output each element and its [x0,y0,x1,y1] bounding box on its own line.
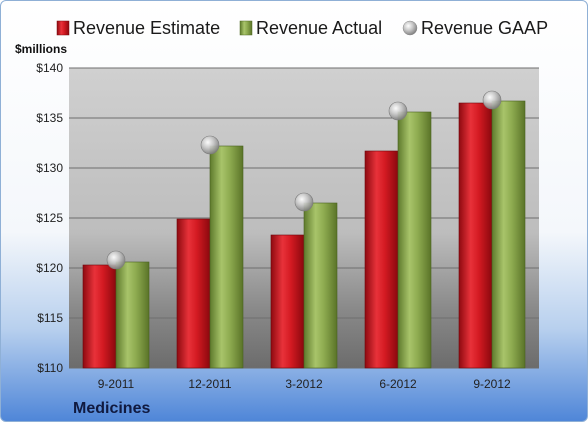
y-tick-label: $130 [36,161,63,175]
bar-actual-3-2012 [303,202,338,369]
legend-label-gaap: Revenue GAAP [421,18,548,38]
bar-actual-9-2012 [491,100,526,369]
bar-actual-6-2012 [397,111,432,369]
legend-marker-gaap [402,20,418,36]
bar-estimate-9-2011 [82,264,117,369]
marker-gaap-9-2011 [106,250,126,270]
legend: Revenue Estimate Revenue Actual Revenue … [56,18,548,38]
gaap-markers [106,90,502,270]
x-tick-label: 9-2011 [98,377,135,391]
legend-label-estimate: Revenue Estimate [73,18,220,38]
marker-gaap-6-2012 [388,101,408,121]
x-tick-label: 9-2012 [473,377,511,391]
x-tick-label: 6-2012 [379,377,417,391]
marker-gaap-12-2011 [200,135,220,155]
y-tick-label: $140 [36,61,63,75]
legend-swatch-estimate [56,20,70,36]
x-axis: 9-2011 12-2011 3-2012 6-2012 9-2012 [98,377,511,391]
x-tick-label: 12-2011 [188,377,231,391]
bar-actual-12-2011 [209,145,244,369]
y-axis: $110 $115 $120 $125 $130 $135 $140 [36,61,63,375]
company-name: Medicines [73,400,150,417]
bars [82,100,526,369]
bar-actual-9-2011 [115,261,150,369]
bar-estimate-6-2012 [364,150,399,369]
y-tick-label: $120 [36,261,63,275]
y-axis-unit-label: $millions [15,42,67,56]
legend-swatch-actual [239,20,253,36]
bar-estimate-12-2011 [176,218,211,369]
x-tick-label: 3-2012 [285,377,323,391]
legend-label-actual: Revenue Actual [256,18,382,38]
bar-estimate-3-2012 [270,234,305,369]
y-tick-label: $115 [37,311,63,325]
marker-gaap-9-2012 [482,90,502,110]
y-tick-label: $135 [36,111,63,125]
marker-gaap-3-2012 [294,192,314,212]
y-tick-label: $110 [37,361,63,375]
y-tick-label: $125 [36,211,63,225]
bar-estimate-9-2012 [458,102,493,369]
